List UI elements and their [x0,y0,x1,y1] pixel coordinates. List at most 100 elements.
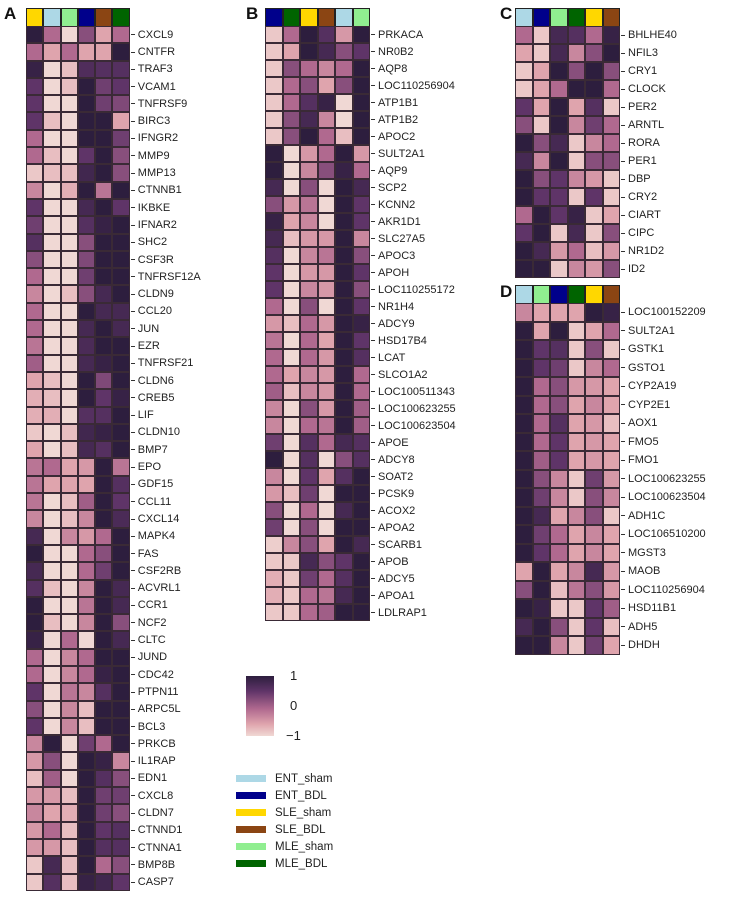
heatmap-cell [26,77,44,96]
heatmap-cell [317,247,335,264]
heatmap-cell [43,371,61,390]
heatmap-cell [317,536,335,553]
heatmap-row: NR0B2 [265,43,413,60]
axis-tick [371,561,375,563]
heatmap-cell [532,432,550,451]
heatmap-row: EZR [26,337,160,355]
heatmap-cell [515,580,533,599]
heatmap-cell [335,604,353,621]
gene-label: AQP8 [371,63,407,75]
heatmap-cell [282,43,300,60]
heatmap-row: ADCY5 [265,570,415,587]
heatmap-cell [77,423,96,442]
axis-tick [621,496,625,498]
heatmap-cell [602,170,620,188]
gene-name: CLDN10 [137,426,180,439]
axis-tick [621,250,625,252]
heatmap-cell [352,536,370,553]
heatmap-cell [317,570,335,587]
heatmap-cell [317,145,335,162]
gene-label: APOE [371,437,409,449]
heatmap-cell [550,543,568,562]
heatmap-cell [112,320,130,338]
gene-label: ADCY8 [371,454,415,466]
heatmap-cell [300,196,318,213]
heatmap-cell [515,562,533,581]
axis-tick [621,533,625,535]
heatmap-cell [282,94,300,111]
gene-name: FMO5 [628,435,659,448]
heatmap-cell [352,451,370,468]
gene-name: MMP9 [137,149,170,162]
heatmap-cell [352,213,370,230]
heatmap-cell [43,873,61,891]
gene-label: DHDH [621,639,660,651]
heatmap-row: CLDN7 [26,804,174,822]
heatmap-cell [95,856,113,874]
axis-tick [371,221,375,223]
heatmap-cell [300,553,318,570]
heatmap-row: EDN1 [26,769,167,788]
heatmap-cell [550,152,568,170]
heatmap-cell [335,536,353,553]
gene-name: JUN [137,322,160,335]
gene-name: CLOCK [628,83,666,95]
heatmap-cell [515,543,533,562]
heatmap-cell [317,468,335,485]
gene-name: CSF2RB [137,564,182,577]
heatmap-row: PRKACA [265,26,423,43]
gene-label: SULT2A1 [371,148,425,160]
heatmap-cell [60,268,78,286]
heatmap-row: CASP7 [26,873,174,891]
legend-label: SLE_sham [275,806,332,819]
heatmap-cell [26,233,44,251]
heatmap-cell [532,599,550,618]
heatmap-cell [112,337,130,355]
heatmap-cell [26,354,44,372]
heatmap-cell [77,475,96,494]
heatmap-row: LOC100623255 [515,469,706,488]
heatmap-cell [352,264,370,281]
heatmap-cell [352,434,370,451]
heatmap-cell [77,648,96,666]
gene-label: AQP9 [371,165,407,177]
gene-name: LCAT [378,351,406,364]
heatmap-row: MGST3 [515,543,666,562]
heatmap-cell [26,337,44,355]
heatmap-row: MMP9 [26,147,170,165]
heatmap-cell [265,196,283,213]
axis-tick [621,478,625,480]
heatmap-cell [112,285,130,303]
heatmap-cell [532,617,550,636]
heatmap-cell [602,395,620,414]
gene-label: SCARB1 [371,539,422,551]
group-swatch-sle-bdl [317,8,335,26]
gene-name: CASP7 [137,876,174,889]
heatmap-cell [112,250,130,269]
heatmap-cell [585,242,603,260]
heatmap-cell [112,665,130,684]
heatmap-cell [515,62,533,80]
axis-tick [621,441,625,443]
axis-tick [621,385,625,387]
heatmap-row: CREB5 [26,389,174,407]
gene-name: SLCO1A2 [378,368,428,381]
heatmap-cell [112,26,130,44]
heatmap-cell [515,116,533,134]
heatmap-cell [602,44,620,62]
heatmap-cell [60,337,78,355]
gene-label: CCL11 [130,496,171,508]
heatmap-cell [550,134,568,152]
heatmap-row: ATP1B2 [265,111,418,128]
heatmap-cell [532,340,550,359]
heatmap-cell [585,170,603,188]
heatmap-cell [317,213,335,230]
gene-label: CASP7 [130,876,174,889]
group-swatch-sle-sham [585,285,603,303]
gene-name: NR1H4 [378,300,415,313]
heatmap-row: SULT2A1 [515,321,675,340]
heatmap-cell [300,468,318,485]
heatmap-cell [300,417,318,434]
axis-tick [621,70,625,72]
heatmap-cell [77,527,96,545]
